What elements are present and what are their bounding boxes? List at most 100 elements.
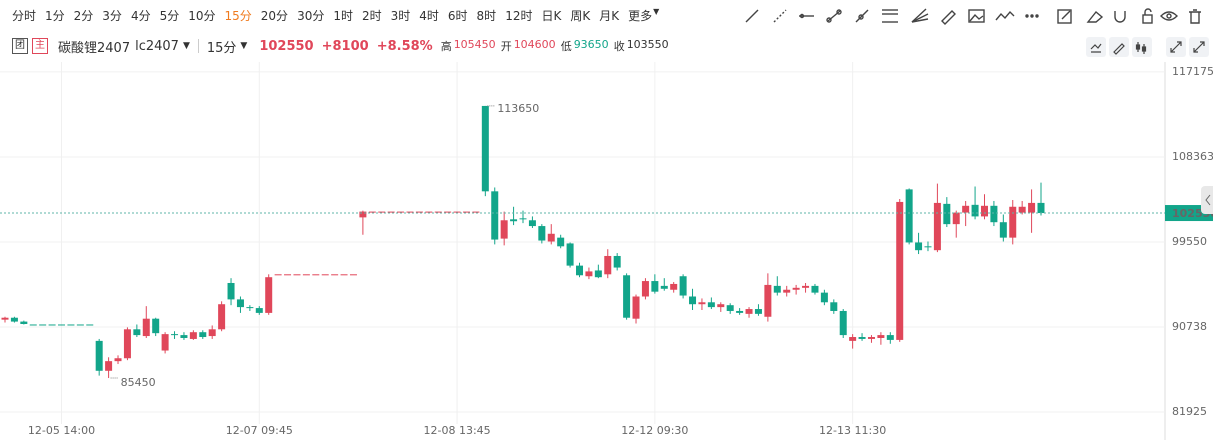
stat-value: 93650 [573, 38, 609, 51]
period-button[interactable]: 1分 [45, 8, 65, 23]
y-tick-label: 81925 [1172, 405, 1207, 418]
symbol: 碳酸锂2407 [58, 40, 131, 56]
tool-fan[interactable] [911, 8, 929, 23]
candle-body [67, 324, 75, 326]
period-button[interactable]: 3时 [390, 8, 411, 23]
change: +8100 [321, 38, 369, 54]
period-button[interactable]: 15分 [224, 8, 252, 23]
x-tick-label: 12-13 11:30 [819, 424, 886, 437]
code[interactable]: lc2407 [135, 38, 179, 54]
tool-edit[interactable] [1057, 9, 1072, 24]
period-button[interactable]: 3分 [102, 8, 122, 23]
period-button[interactable]: 1时 [333, 8, 353, 23]
badge[interactable]: 主 [32, 38, 48, 54]
btn-shrink[interactable] [1166, 37, 1186, 57]
candle-body [726, 305, 734, 311]
period-button[interactable]: 5分 [159, 8, 180, 23]
tool-more[interactable] [1025, 14, 1039, 18]
candle-body [246, 307, 254, 309]
candle-body [434, 211, 442, 213]
dropdown-caret[interactable]: ▼ [653, 6, 660, 16]
collapse-tab[interactable] [1201, 186, 1213, 214]
candle-body [519, 218, 527, 220]
candle-body [180, 335, 188, 338]
candle-body [293, 274, 301, 276]
high-label: 113650 [497, 102, 539, 115]
candle-body [858, 337, 866, 339]
candle-body [933, 202, 941, 251]
tool-delete[interactable] [1189, 9, 1201, 24]
candle-body [962, 205, 970, 213]
candle-body [236, 299, 244, 308]
candle-body [802, 285, 810, 288]
tool-magnet[interactable] [1114, 11, 1126, 23]
period-button[interactable]: 12时 [505, 8, 533, 23]
candle-body [105, 361, 113, 371]
candle-body [208, 329, 216, 337]
candle-body [915, 242, 923, 251]
candle-body [189, 332, 197, 339]
stat-value: 104600 [513, 38, 556, 51]
tool-eye[interactable] [1160, 11, 1178, 21]
dropdown-caret[interactable]: ▼ [182, 41, 190, 51]
period-button[interactable]: 6时 [447, 8, 468, 23]
candle-body [265, 277, 273, 313]
tool-segment[interactable] [826, 9, 842, 23]
candle-body [359, 211, 367, 218]
period-button[interactable]: 分时 [12, 8, 37, 23]
period-button[interactable]: 4分 [130, 8, 151, 23]
tool-lock[interactable] [1142, 8, 1153, 24]
dropdown-caret[interactable]: ▼ [240, 41, 248, 51]
quote-header: 团 主 碳酸锂2407 lc2407 ▼ 15分 ▼ 102550 +8100 … [0, 30, 1213, 62]
btn-fullscreen[interactable] [1189, 37, 1209, 57]
candle-body [491, 191, 499, 240]
period-button[interactable]: 10分 [188, 8, 216, 23]
candle-body [830, 302, 838, 311]
candle-body [896, 201, 904, 340]
period-button[interactable]: 30分 [297, 8, 325, 23]
period-button[interactable]: 更多 [628, 8, 653, 23]
tool-line[interactable] [855, 9, 869, 23]
tool-hline[interactable] [799, 13, 814, 19]
period-button[interactable]: 20分 [260, 8, 289, 23]
period-button[interactable]: 2时 [361, 8, 382, 23]
btn-draw[interactable] [1109, 37, 1129, 57]
tool-eraser[interactable] [1086, 11, 1104, 23]
candle-body [651, 281, 659, 292]
tool-fib[interactable] [882, 9, 898, 23]
candle-body [218, 304, 226, 330]
candle-body [905, 189, 913, 243]
candle-body [952, 212, 960, 225]
period-button[interactable]: 8时 [476, 8, 497, 23]
candle-body [576, 265, 584, 276]
y-tick-label: 108363 [1172, 150, 1213, 163]
candle-body [547, 233, 555, 242]
candle-body [820, 292, 828, 303]
tool-dashed[interactable] [773, 9, 787, 23]
candle-body [199, 332, 207, 338]
candle-body [425, 211, 433, 213]
price: 102550 [259, 38, 314, 54]
y-tick-label: 99550 [1172, 235, 1207, 248]
candle-body [566, 243, 574, 266]
tool-wave[interactable] [995, 10, 1015, 21]
period-button[interactable]: 周K [570, 8, 591, 23]
candle-body [745, 309, 753, 314]
candle-body [10, 317, 18, 322]
tool-ray[interactable] [745, 9, 759, 23]
stat-label: 开 [500, 40, 512, 53]
period-button[interactable]: 4时 [419, 8, 439, 23]
candle-body [1018, 206, 1026, 213]
candle-body [679, 276, 687, 296]
badge[interactable]: 团 [12, 38, 28, 54]
period-button[interactable]: 月K [599, 8, 620, 23]
period[interactable]: 15分 [206, 40, 237, 56]
tool-image[interactable] [968, 9, 985, 23]
candle-body [990, 205, 998, 223]
btn-indicator[interactable] [1086, 37, 1106, 57]
btn-type[interactable] [1132, 37, 1152, 57]
tool-pen[interactable] [941, 10, 956, 25]
period-button[interactable]: 日K [541, 8, 562, 23]
candle-body [58, 324, 66, 326]
period-button[interactable]: 2分 [73, 8, 94, 23]
